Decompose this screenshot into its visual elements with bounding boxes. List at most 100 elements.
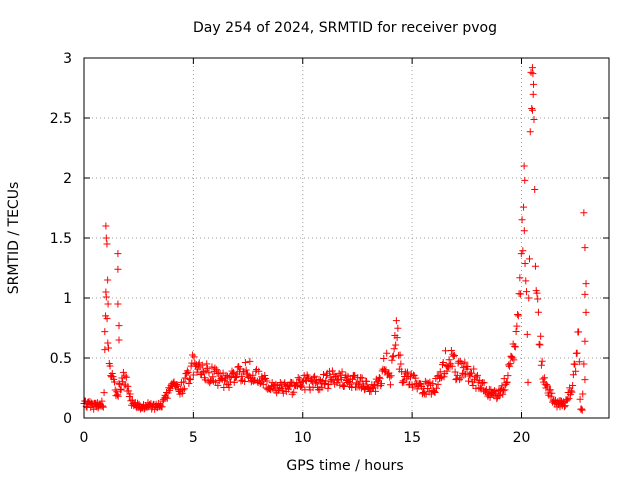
data-point: [338, 368, 346, 376]
data-point: [531, 185, 539, 193]
data-point: [546, 386, 554, 394]
data-point: [571, 360, 579, 368]
data-point: [241, 358, 249, 366]
data-point: [125, 387, 133, 395]
x-tick-label: 5: [189, 430, 198, 446]
data-point: [300, 372, 308, 380]
data-point: [517, 290, 525, 298]
data-point: [419, 388, 427, 396]
data-point: [113, 388, 121, 396]
data-point: [104, 276, 112, 284]
data-point: [581, 290, 589, 298]
data-point: [159, 397, 167, 405]
data-point: [100, 389, 108, 397]
data-point: [423, 379, 431, 387]
data-point: [389, 353, 397, 361]
data-point: [311, 372, 319, 380]
data-point: [561, 402, 569, 410]
data-point: [459, 369, 467, 377]
data-point: [237, 377, 245, 385]
data-point: [98, 397, 106, 405]
y-tick-label: 1: [63, 291, 72, 307]
data-point: [531, 262, 539, 270]
data-point: [324, 384, 332, 392]
data-point: [180, 378, 188, 386]
data-point: [459, 364, 467, 372]
data-point: [573, 349, 581, 357]
data-point: [334, 376, 342, 384]
data-point: [229, 369, 237, 377]
data-point: [413, 385, 421, 393]
data-point: [106, 362, 114, 370]
data-point: [212, 366, 220, 374]
data-point: [526, 128, 534, 136]
data-point: [491, 387, 499, 395]
data-point: [185, 379, 193, 387]
data-point: [437, 374, 445, 382]
data-point: [260, 375, 268, 383]
data-point: [101, 346, 109, 354]
data-point: [426, 378, 434, 386]
data-point: [581, 337, 589, 345]
y-tick-label: 1.5: [50, 231, 72, 247]
data-point: [469, 381, 477, 389]
data-point: [387, 372, 395, 380]
data-point: [286, 383, 294, 391]
data-point: [519, 247, 527, 255]
data-point: [513, 322, 521, 330]
data-point: [581, 244, 589, 252]
data-point: [101, 328, 109, 336]
data-point: [249, 371, 257, 379]
data-point: [569, 371, 577, 379]
x-tick-label: 10: [294, 430, 312, 446]
data-point: [480, 379, 488, 387]
data-point: [104, 339, 112, 347]
data-point: [482, 387, 490, 395]
data-point: [412, 374, 420, 382]
data-point: [465, 377, 473, 385]
data-point: [450, 351, 458, 359]
data-point: [496, 392, 504, 400]
data-point: [208, 363, 216, 371]
data-point: [246, 357, 254, 365]
data-point: [117, 385, 125, 393]
data-point: [104, 300, 112, 308]
data-point: [404, 368, 412, 376]
data-point: [563, 396, 571, 404]
data-point: [124, 382, 132, 390]
data-point: [214, 381, 222, 389]
data-point: [328, 375, 336, 383]
data-point: [436, 368, 444, 376]
data-point: [450, 352, 458, 360]
data-point: [473, 373, 481, 381]
axis-ticks: [83, 57, 609, 419]
data-point: [114, 250, 122, 258]
data-point: [199, 368, 207, 376]
data-point: [524, 378, 532, 386]
x-tick-label: 0: [80, 430, 89, 446]
data-point: [163, 394, 171, 402]
data-point: [540, 374, 548, 382]
data-point: [299, 378, 307, 386]
data-point: [373, 378, 381, 386]
data-point: [230, 378, 238, 386]
y-tick-label: 0.5: [50, 351, 72, 367]
chart-title: Day 254 of 2024, SRMTID for receiver pvo…: [193, 20, 497, 36]
data-point: [360, 382, 368, 390]
data-point: [99, 403, 107, 411]
data-point: [400, 378, 408, 386]
y-axis-label: SRMTID / TECUs: [6, 182, 22, 295]
data-point: [396, 351, 404, 359]
data-point: [434, 380, 442, 388]
data-point: [580, 360, 588, 368]
data-point: [581, 376, 589, 384]
data-point: [186, 375, 194, 383]
data-point: [241, 378, 249, 386]
data-point: [225, 383, 233, 391]
data-point: [473, 371, 481, 379]
data-point: [157, 401, 165, 409]
data-point: [114, 300, 122, 308]
data-point: [523, 330, 531, 338]
data-point: [277, 384, 285, 392]
